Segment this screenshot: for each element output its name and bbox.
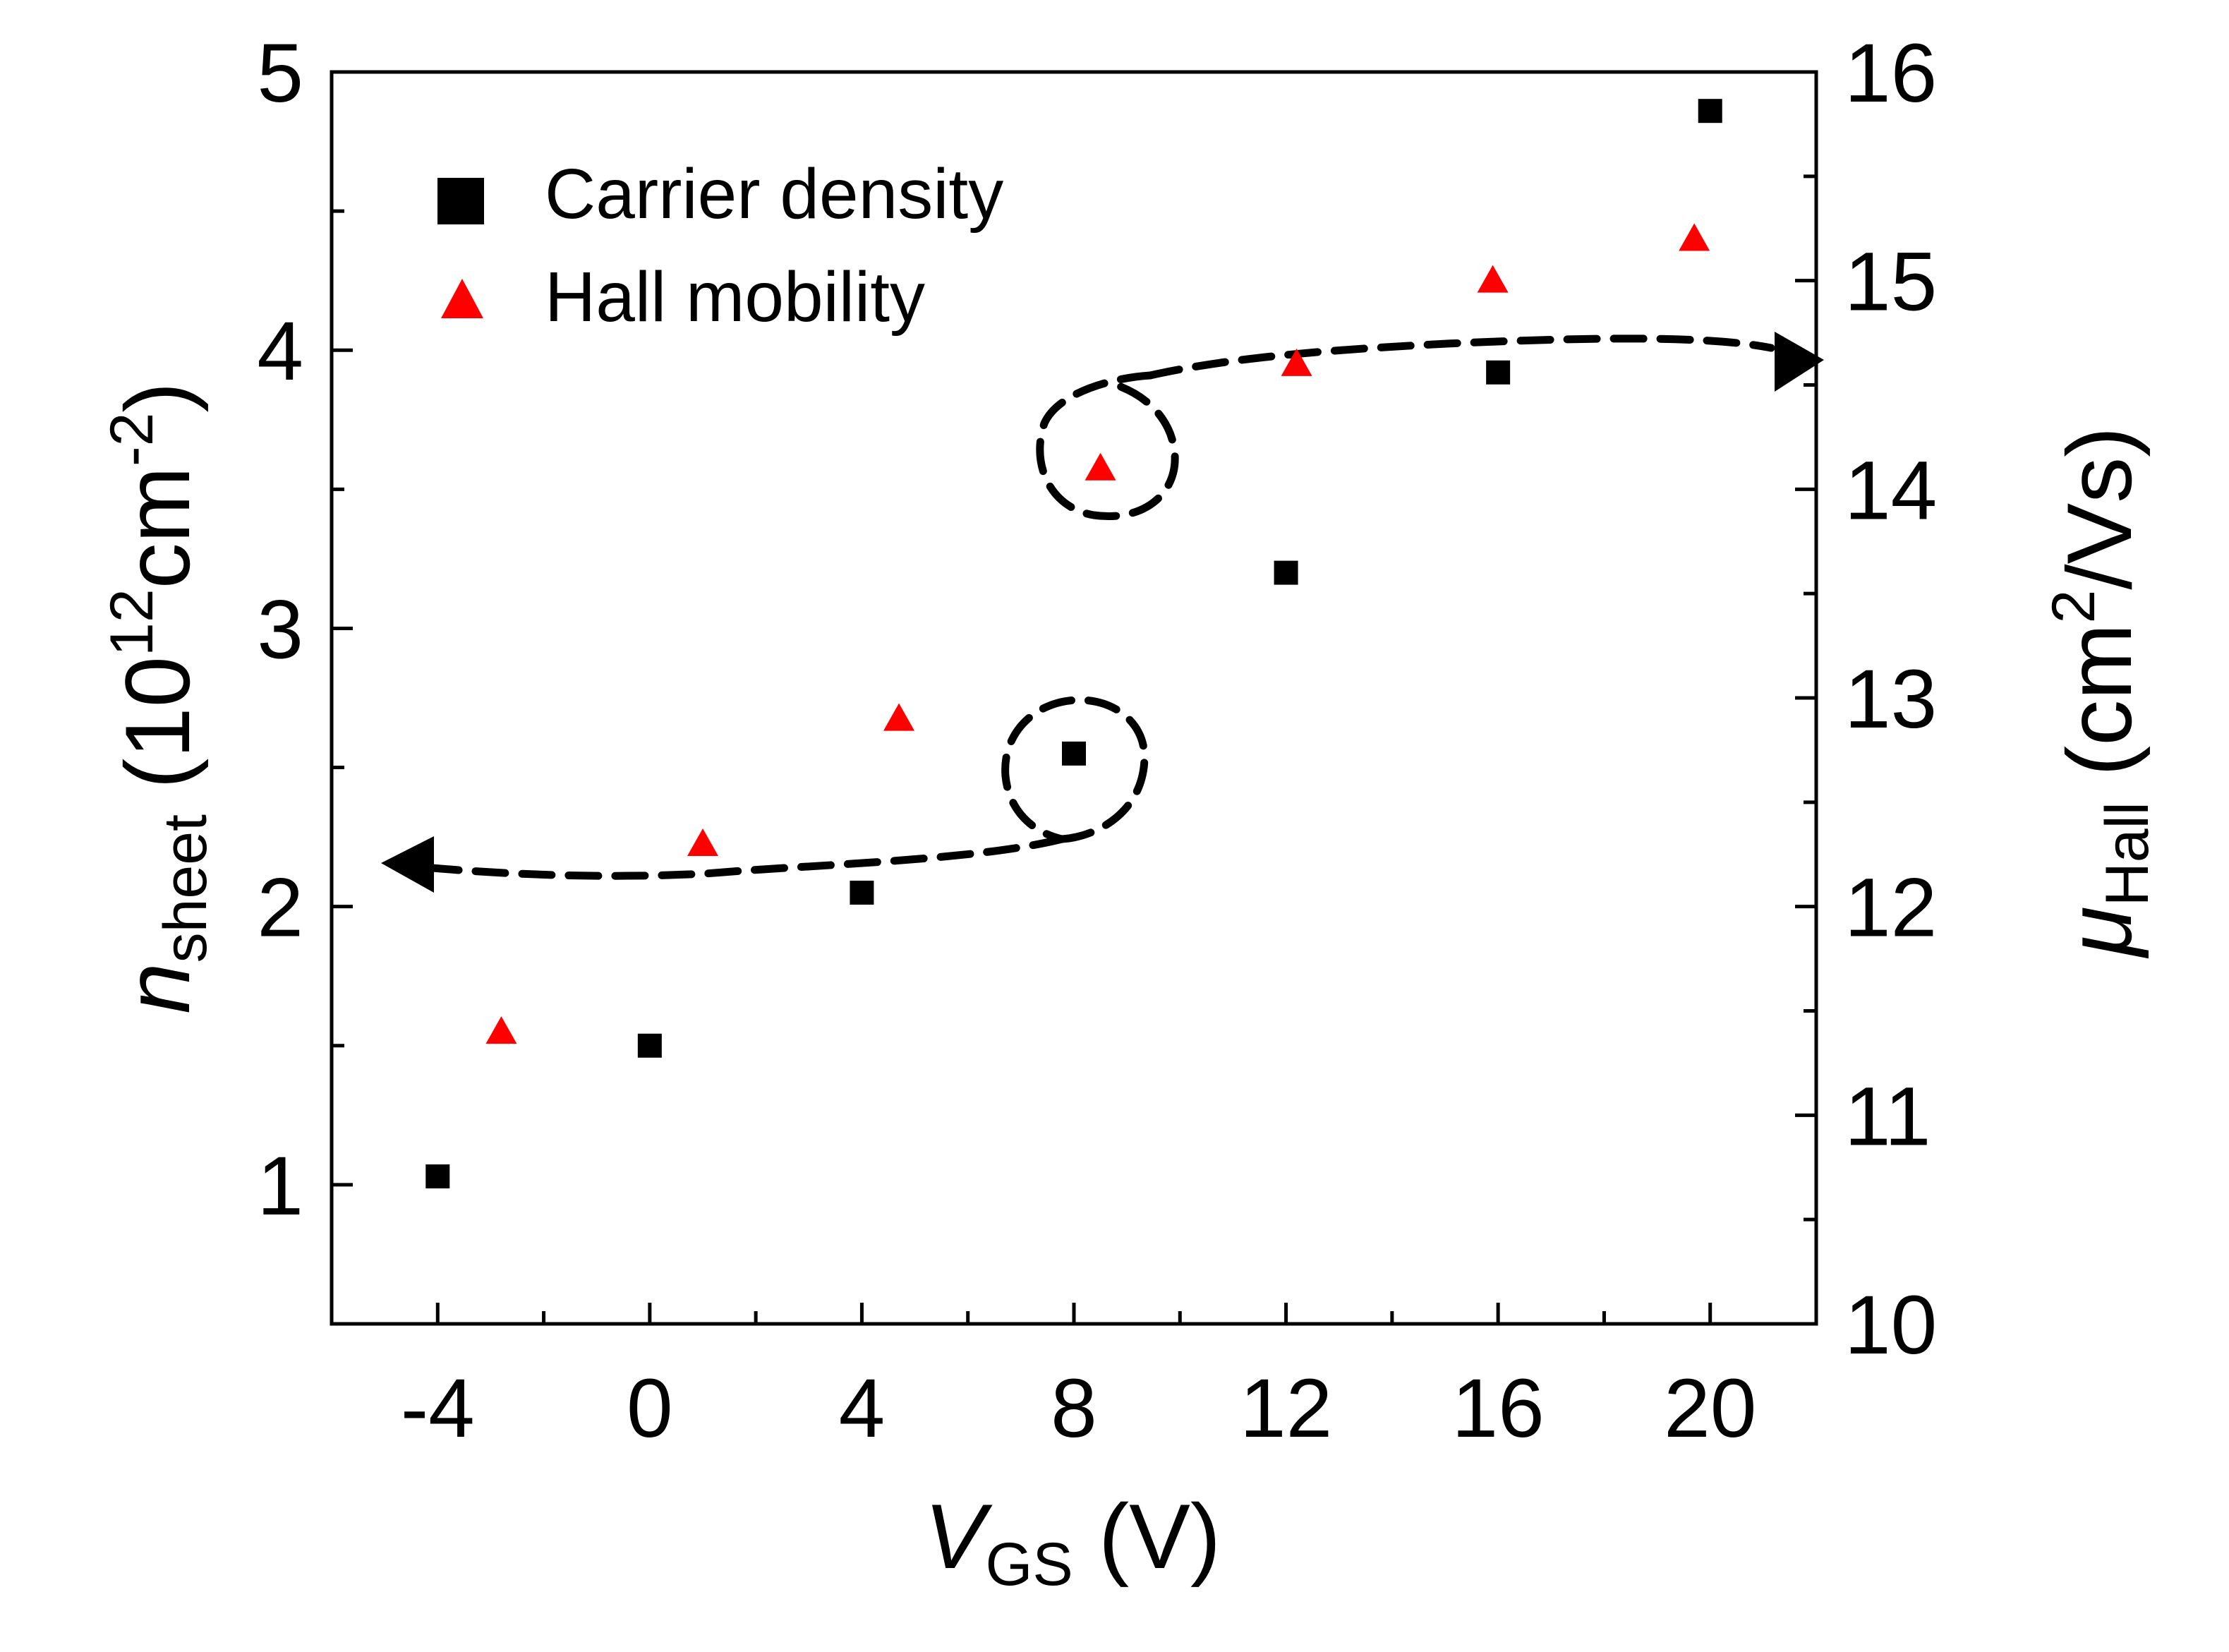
annotation-hall-mobility-arrow [1036, 334, 1775, 520]
left-y-tick-label: 2 [257, 862, 303, 955]
carrier-density-point [1062, 741, 1086, 766]
hall-mobility-arrowhead [1775, 332, 1824, 392]
legend: Carrier density Hall mobility [437, 155, 1003, 337]
carrier-density-point [425, 1164, 450, 1189]
right-y-tick-label: 12 [1844, 862, 1937, 955]
hall-mobility-point [1281, 348, 1312, 376]
right-y-tick-label: 13 [1844, 653, 1937, 746]
carrier-density-circle [1001, 696, 1149, 843]
left-y-tick-label: 4 [257, 305, 303, 398]
right-y-tick-label: 15 [1844, 236, 1937, 329]
hall-mobility-arrow-line [1146, 334, 1775, 380]
x-tick-label: 20 [1664, 1362, 1756, 1455]
legend-marker-carrier-density [437, 178, 484, 224]
hall-mobility-circle [1036, 371, 1179, 520]
right-y-tick-label: 16 [1844, 27, 1937, 120]
legend-label-carrier-density: Carrier density [545, 155, 1003, 234]
x-tick-label: 8 [1051, 1362, 1097, 1455]
x-tick-label: 0 [627, 1362, 673, 1455]
right-y-axis-title: μHall (cm2/Vs) [2040, 426, 2161, 958]
carrier-density-point [1486, 360, 1511, 385]
hall-mobility-point [1679, 223, 1710, 251]
hall-mobility-point [1085, 452, 1116, 481]
right-y-tick-label: 11 [1844, 1070, 1931, 1163]
hall-mobility-point [687, 828, 718, 856]
left-y-axis-title: nsheet (1012cm-2) [98, 382, 219, 1013]
right-y-tick-label: 10 [1844, 1279, 1937, 1372]
carrier-density-point [850, 880, 874, 905]
hall-mobility-point [485, 1016, 517, 1044]
x-tick-label: 16 [1452, 1362, 1545, 1455]
left-y-tick-label: 1 [257, 1140, 303, 1233]
annotation-carrier-density-arrow [412, 696, 1149, 880]
x-axis-title: VGS (V) [924, 1485, 1221, 1598]
carrier-density-point [1274, 560, 1298, 585]
x-tick-label: -4 [401, 1362, 475, 1455]
right-y-axis: 10 11 12 13 14 15 16 [1795, 27, 1937, 1372]
legend-marker-hall-mobility [441, 279, 483, 318]
left-y-axis: 1 2 3 4 5 [257, 27, 353, 1326]
carrier-density-arrowhead [381, 836, 434, 893]
x-tick-label: 12 [1240, 1362, 1332, 1455]
data-markers [425, 99, 1722, 1189]
x-tick-label: 4 [839, 1362, 886, 1455]
hall-mobility-point [1477, 265, 1509, 293]
left-y-tick-label: 3 [257, 583, 303, 676]
left-y-tick-label: 5 [257, 27, 303, 120]
legend-label-hall-mobility: Hall mobility [545, 258, 925, 337]
x-axis: -4 0 4 8 12 16 20 [330, 1303, 1818, 1455]
right-y-tick-label: 14 [1844, 444, 1937, 537]
carrier-density-point [1698, 99, 1722, 123]
hall-mobility-point [883, 703, 915, 731]
carrier-density-arrow-line [412, 835, 1066, 880]
carrier-density-point [637, 1033, 662, 1058]
